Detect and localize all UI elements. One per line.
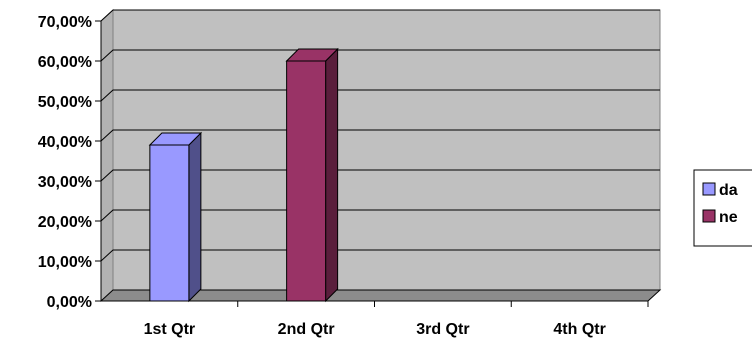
- gridline: [100, 129, 660, 142]
- y-tick-label: 10,00%: [38, 254, 92, 271]
- legend-swatch-ne: [702, 209, 716, 223]
- gridline: [100, 89, 660, 102]
- y-tick-label: 30,00%: [38, 174, 92, 191]
- y-tick-label: 0,00%: [47, 294, 92, 311]
- y-tick-label: 70,00%: [38, 14, 92, 31]
- x-tick-label: 4th Qtr: [553, 321, 605, 338]
- y-tick-label: 20,00%: [38, 214, 92, 231]
- y-tick-label: 60,00%: [38, 54, 92, 71]
- y-tick-label: 40,00%: [38, 134, 92, 151]
- gridline: [100, 49, 660, 62]
- bar-side-da: [188, 131, 202, 303]
- x-tick-label: 2nd Qtr: [278, 321, 335, 338]
- gridline: [100, 9, 660, 22]
- bar-side-ne: [325, 47, 339, 303]
- plot-side-wall: [100, 8, 114, 303]
- x-tick-label: 3rd Qtr: [416, 321, 469, 338]
- gridline: [100, 209, 660, 222]
- x-tick-label: 1st Qtr: [144, 321, 196, 338]
- legend-label-ne: ne: [719, 209, 738, 226]
- legend-swatch-da: [702, 182, 716, 196]
- bar-da: [149, 144, 190, 302]
- bar-ne: [286, 60, 327, 302]
- gridline: [100, 169, 660, 182]
- legend-label-da: da: [719, 182, 738, 199]
- y-tick-label: 50,00%: [38, 94, 92, 111]
- gridline: [100, 249, 660, 262]
